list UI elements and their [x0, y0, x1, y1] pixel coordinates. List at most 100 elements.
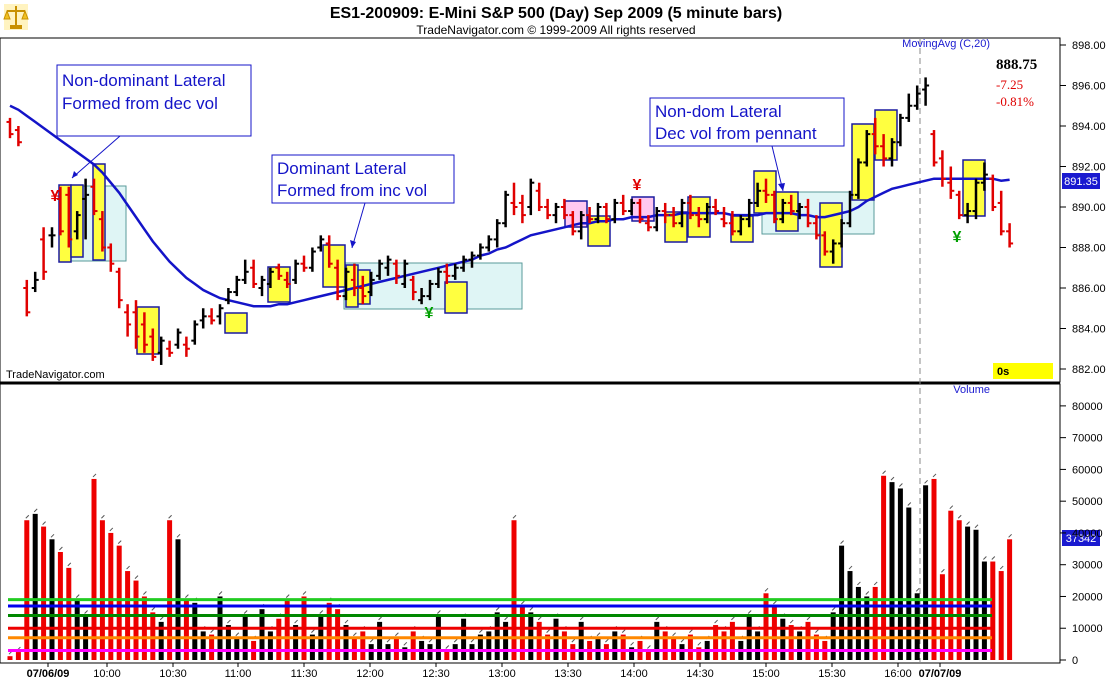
volume-bar-tick — [67, 562, 72, 567]
price-bar — [208, 308, 216, 325]
volume-bar — [427, 644, 433, 660]
price-bar — [191, 320, 199, 345]
volume-bar-tick — [285, 594, 290, 599]
volume-value-badge-text: 37342 — [1066, 533, 1097, 545]
volume-bar-tick — [789, 619, 794, 624]
volume-bar-tick — [151, 606, 156, 611]
volume-bar-tick — [655, 616, 660, 621]
volume-reference-lines — [8, 598, 992, 652]
x-tick: 15:30 — [818, 668, 846, 680]
x-tick: 14:30 — [686, 668, 714, 680]
y-tick: 890.00 — [1072, 202, 1106, 214]
volume-bar-tick — [134, 575, 139, 579]
price-bar — [250, 259, 258, 288]
x-tick: 14:00 — [620, 668, 648, 680]
volume-bar — [645, 650, 651, 660]
price-bar — [182, 336, 190, 357]
price-bar — [350, 263, 358, 297]
volume-bar — [830, 612, 836, 660]
volume-bar-tick — [50, 533, 55, 538]
price-bar — [199, 308, 207, 329]
price-bar — [149, 328, 157, 361]
volume-bar — [225, 625, 231, 660]
price-bar — [292, 259, 300, 284]
buy-signal-icon: ¥ — [425, 305, 434, 322]
volume-bar — [503, 621, 509, 660]
price-bar — [485, 235, 493, 252]
volume-bar-tick — [596, 632, 601, 637]
price-bar — [493, 219, 501, 248]
volume-bar — [276, 618, 282, 660]
volume-bar-tick — [453, 638, 458, 643]
volume-bar — [948, 510, 954, 660]
volume-bar — [452, 644, 458, 660]
price-bar — [737, 215, 745, 236]
price-bar — [611, 198, 619, 224]
price-bar — [82, 178, 90, 240]
volume-bar-tick — [605, 638, 609, 643]
price-bar — [938, 150, 946, 187]
volume-bar-tick — [512, 514, 517, 519]
y-tick: 896.00 — [1072, 81, 1106, 93]
price-bar — [636, 198, 644, 224]
volume-bar — [209, 634, 215, 660]
volume-bar — [679, 644, 685, 660]
volume-bar-tick — [428, 638, 433, 643]
price-bar — [619, 194, 627, 216]
volume-bar-tick — [621, 629, 626, 633]
volume-bar-tick — [689, 629, 693, 633]
price-bar — [964, 202, 972, 224]
volume-bar — [74, 599, 80, 660]
volume-bar-tick — [731, 616, 735, 621]
volume-bar-tick — [924, 479, 928, 484]
volume-bar-tick — [890, 476, 895, 481]
volume-bar-tick — [714, 619, 718, 624]
price-bar — [577, 211, 585, 240]
volume-bar — [511, 520, 517, 660]
volume-bar — [183, 599, 189, 660]
price-bar — [367, 271, 375, 297]
price-bar — [518, 194, 526, 224]
price-bar — [527, 178, 535, 216]
price-bar — [124, 304, 132, 337]
price-change-pct: -0.81% — [996, 94, 1034, 109]
x-tick: 12:00 — [356, 668, 384, 680]
volume-bar-tick — [369, 638, 374, 643]
volume-bar-tick — [815, 629, 819, 633]
price-bar — [451, 263, 459, 280]
volume-bar-tick — [991, 556, 996, 560]
price-bar — [510, 182, 518, 216]
price-bar — [871, 117, 879, 155]
volume-bar-tick — [353, 632, 357, 637]
price-bar — [418, 288, 426, 305]
price-bar — [703, 202, 711, 224]
y-tick: 50000 — [1072, 496, 1103, 508]
y-tick: 60000 — [1072, 464, 1103, 476]
volume-bar — [696, 647, 702, 660]
volume-bar — [771, 606, 777, 660]
x-tick: 11:30 — [291, 668, 318, 680]
price-bar — [854, 158, 862, 199]
price-bar — [779, 198, 787, 224]
volume-bar — [981, 561, 987, 660]
volume-bar — [200, 631, 206, 660]
price-bar — [602, 202, 610, 224]
annotation-line: Dec vol from pennant — [655, 124, 817, 143]
volume-bar-tick — [75, 594, 80, 599]
volume-bar — [687, 634, 693, 660]
price-bar — [1006, 223, 1014, 248]
volume-bar — [486, 631, 492, 660]
x-tick: 07/06/09 — [27, 668, 70, 680]
price-bar — [838, 219, 846, 248]
volume-bar — [267, 631, 273, 660]
y-tick: 70000 — [1072, 433, 1103, 445]
volume-bar — [24, 520, 30, 660]
volume-bar — [461, 618, 467, 660]
price-bar — [476, 243, 484, 260]
price-bar — [745, 198, 753, 228]
volume-bar — [150, 612, 156, 660]
volume-bar — [536, 621, 542, 660]
sell-signal-icon: ¥ — [633, 177, 642, 194]
volume-bar — [763, 593, 769, 660]
timer-badge-text: 0s — [997, 366, 1009, 378]
